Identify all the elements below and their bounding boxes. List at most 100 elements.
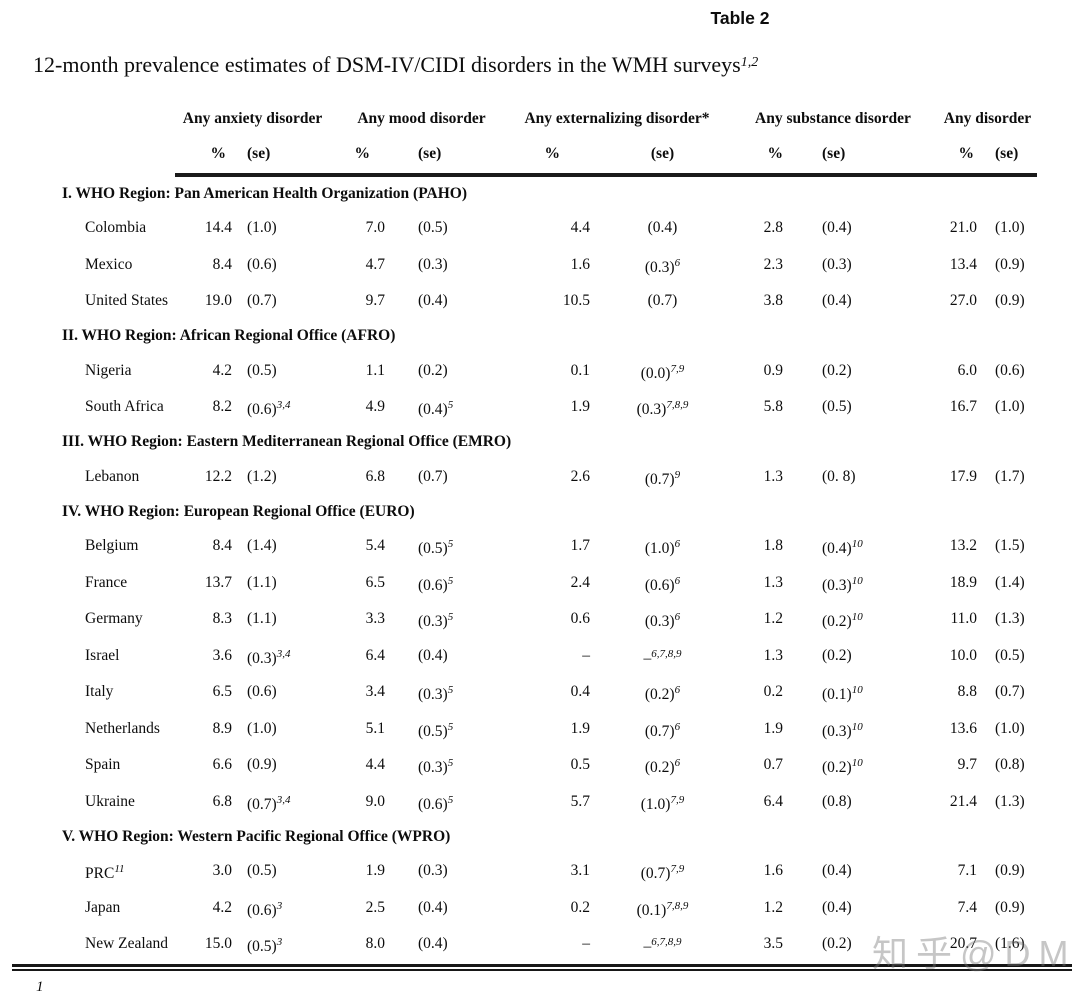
table-row: PRC11 3.0 (0.5) 1.9 (0.3) 3.1 (0.7)7,9 1.6 (0.4)… xyxy=(55,853,1040,890)
pct-cell: – xyxy=(582,935,590,953)
table-row: Belgium 8.4 (1.4) 5.4 (0.5)5 1.7 (1.0)6 1.8 (0.4… xyxy=(55,528,1040,565)
pct-cell: 15.0 xyxy=(204,935,232,953)
table-title: Table 2 xyxy=(710,8,770,28)
pct-cell: 4.4 xyxy=(365,756,385,774)
country-cell: Netherlands xyxy=(85,719,160,737)
pct-cell: 9.0 xyxy=(365,792,385,810)
se-cell: (0.9) xyxy=(995,862,1025,880)
pct-cell: 13.6 xyxy=(949,719,977,737)
table-row: Nigeria 4.2 (0.5) 1.1 (0.2) 0.1 (0.0)7,9 0.9 (0.… xyxy=(55,353,1040,390)
country-cell: Colombia xyxy=(85,219,147,237)
pct-cell: 7.0 xyxy=(365,219,385,237)
se-cell: (0.6) xyxy=(247,255,277,273)
pct-cell: 10.5 xyxy=(562,292,590,310)
se-cell: (0.7) xyxy=(647,292,678,310)
pct-cell: 12.2 xyxy=(204,467,232,485)
se-cell: (0.7)3,4 xyxy=(247,793,291,813)
section-header-row: IV. WHO Region: European Regional Office… xyxy=(62,502,415,520)
pct-cell: 8.3 xyxy=(212,610,232,628)
pct-cell: 0.5 xyxy=(570,756,590,774)
se-cell: (0.7)9 xyxy=(644,468,681,488)
se-cell: (0.5)3 xyxy=(247,936,283,956)
country-cell: Spain xyxy=(85,756,121,774)
pct-cell: 8.9 xyxy=(212,719,232,737)
se-cell: (0.3)10 xyxy=(822,574,863,594)
se-cell: (0.7)7,9 xyxy=(640,863,685,883)
pct-cell: 13.4 xyxy=(949,255,977,273)
country-cell: United States xyxy=(85,292,169,310)
table-header-rule xyxy=(175,173,1037,177)
pct-cell: 1.3 xyxy=(763,467,783,485)
pct-cell: 0.2 xyxy=(570,898,590,916)
pct-cell: 3.3 xyxy=(365,610,385,628)
country-cell: Nigeria xyxy=(85,361,132,379)
se-cell: (0.3)5 xyxy=(418,611,454,631)
pct-cell: 11.0 xyxy=(950,610,977,628)
column-group-label: Any substance disorder xyxy=(755,110,911,127)
pct-cell: 6.0 xyxy=(957,361,977,379)
country-cell: Japan xyxy=(85,898,121,916)
table-caption: 12-month prevalence estimates of DSM-IV/… xyxy=(33,52,758,78)
pct-cell: 0.9 xyxy=(763,361,783,379)
se-cell: (1.3) xyxy=(995,610,1025,628)
se-cell: (0.3)10 xyxy=(822,720,863,740)
pct-cell: 18.9 xyxy=(949,573,977,591)
se-cell: (0.4)10 xyxy=(822,538,863,558)
se-header: (se) xyxy=(247,145,271,162)
se-cell: (1.0) xyxy=(995,398,1025,416)
pct-cell: 2.5 xyxy=(365,898,385,916)
column-group-label: Any disorder xyxy=(943,110,1032,127)
pct-cell: 1.7 xyxy=(570,537,590,555)
pct-cell: 1.9 xyxy=(570,719,590,737)
table-row: Spain 6.6 (0.9) 4.4 (0.3)5 0.5 (0.2)6 0.7 (0.2)1… xyxy=(55,747,1040,784)
table-row: Lebanon 12.2 (1.2) 6.8 (0.7) 2.6 (0.7)9 1.3 (0. … xyxy=(55,459,1040,496)
table-row: Japan 4.2 (0.6)3 2.5 (0.4) 0.2 (0.1)7,8,9 1.2 (0… xyxy=(55,890,1040,927)
se-cell: (1.0)7,9 xyxy=(640,793,685,813)
se-cell: (0.3) xyxy=(822,255,852,273)
pct-cell: 21.0 xyxy=(949,219,977,237)
pct-cell: 13.7 xyxy=(204,573,232,591)
se-cell: (0.2)10 xyxy=(822,757,863,777)
pct-cell: 1.9 xyxy=(570,398,590,416)
pct-cell: 6.5 xyxy=(212,683,232,701)
pct-cell: 3.8 xyxy=(763,292,783,310)
pct-cell: 8.8 xyxy=(957,683,977,701)
se-cell: (0.3)5 xyxy=(418,757,454,777)
se-cell: (0.6)6 xyxy=(644,574,681,594)
pct-cell: 17.9 xyxy=(949,467,977,485)
se-cell: (0.5) xyxy=(995,646,1025,664)
se-cell: (1.0) xyxy=(247,719,277,737)
section-header-row: V. WHO Region: Western Pacific Regional … xyxy=(62,827,451,845)
section-header-row: III. WHO Region: Eastern Mediterranean R… xyxy=(62,433,512,450)
pct-cell: 7.4 xyxy=(957,898,977,916)
pct-cell: 4.4 xyxy=(570,219,590,237)
table-subheaders: % (se)% (se)% (se)% (se)% (se) xyxy=(55,135,1040,173)
se-cell: (0.0)7,9 xyxy=(640,362,685,382)
se-cell: (0.3)7,8,9 xyxy=(636,399,689,419)
se-cell: (0.8) xyxy=(995,756,1025,774)
section-header-row: II. WHO Region: African Regional Office … xyxy=(62,327,396,344)
country-cell: Ukraine xyxy=(85,792,135,810)
se-cell: (0.6)5 xyxy=(418,793,454,813)
se-cell: (0.5) xyxy=(418,219,448,237)
se-cell: (0.8) xyxy=(822,792,852,810)
pct-cell: 2.3 xyxy=(763,255,783,273)
country-cell: Mexico xyxy=(85,255,133,273)
table-row: Mexico 8.4 (0.6) 4.7 (0.3) 1.6 (0.3)6 2.3 (0.3) 1… xyxy=(55,247,1040,284)
pct-cell: 7.1 xyxy=(957,862,977,880)
country-cell: France xyxy=(85,573,128,591)
se-cell: (0.5)5 xyxy=(418,538,454,558)
country-cell: Belgium xyxy=(85,537,139,555)
pct-cell: 1.2 xyxy=(763,898,783,916)
pct-cell: 1.3 xyxy=(763,646,783,664)
se-cell: (0.3)3,4 xyxy=(247,647,291,667)
se-cell: (0.6)3 xyxy=(247,899,283,919)
pct-cell: 16.7 xyxy=(949,398,977,416)
se-cell: (0.9) xyxy=(995,898,1025,916)
country-cell: South Africa xyxy=(85,398,164,416)
se-cell: (1.4) xyxy=(247,537,277,555)
pct-cell: 5.8 xyxy=(763,398,783,416)
pct-cell: 1.9 xyxy=(365,862,385,880)
pct-cell: 6.8 xyxy=(212,792,232,810)
pct-cell: 1.8 xyxy=(763,537,783,555)
